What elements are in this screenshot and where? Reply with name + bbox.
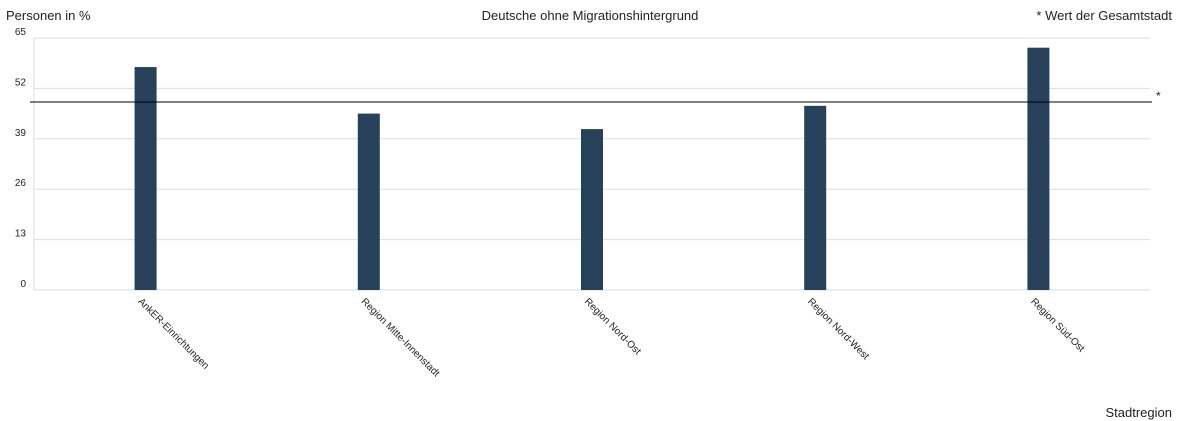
x-axis-title: Stadtregion (1105, 405, 1173, 420)
bar (1027, 47, 1050, 290)
bar (357, 113, 380, 290)
y-tick-label: 0 (20, 279, 26, 290)
y-tick-label: 13 (15, 229, 27, 240)
y-tick-label: 39 (15, 128, 27, 139)
chart-title: Deutsche ohne Migrationshintergrund (481, 8, 699, 23)
x-tick-labels: AnkER-Einrichtungen Region Mitte-Innensta… (135, 296, 1086, 379)
x-tick-label: Region Nord-West (805, 296, 871, 362)
bars (134, 47, 1050, 290)
y-tick-labels: 0 13 26 39 52 65 (15, 27, 27, 290)
x-tick-label: AnkER-Einrichtungen (135, 296, 210, 371)
reference-note: * Wert der Gesamtstadt (1036, 8, 1172, 23)
y-tick-label: 26 (15, 178, 27, 189)
reference-line-group: * (30, 89, 1161, 103)
x-tick-label: Region Nord-Ost (582, 296, 643, 357)
y-axis-title: Personen in % (6, 8, 91, 23)
y-tick-label: 52 (15, 77, 27, 88)
x-tick-label: Region Süd-Ost (1028, 296, 1086, 354)
bar (804, 105, 827, 290)
bar (134, 67, 157, 290)
y-tick-label: 65 (15, 27, 27, 38)
bar (581, 129, 603, 290)
reference-marker: * (1156, 89, 1161, 103)
x-tick-label: Region Mitte-Innenstadt (359, 296, 442, 379)
